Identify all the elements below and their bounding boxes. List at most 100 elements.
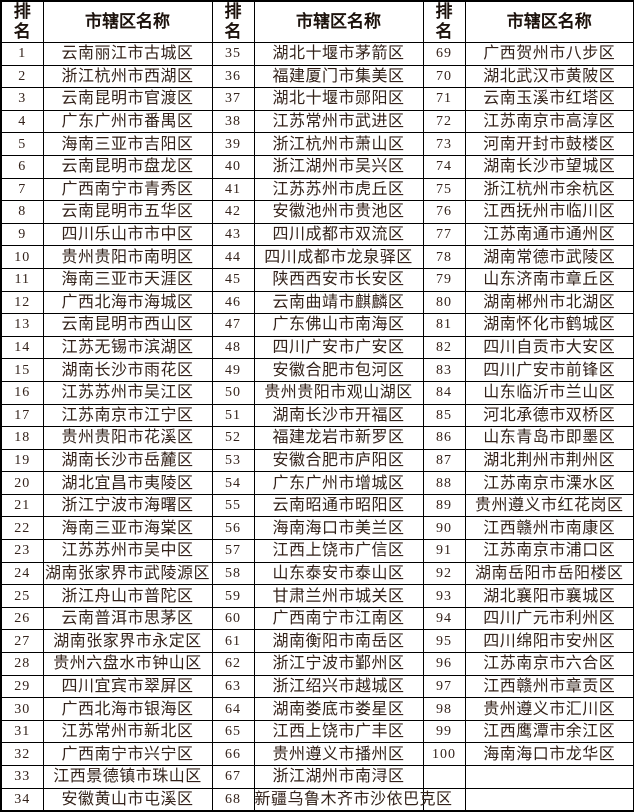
district-name-cell: 贵州贵阳市花溪区 (42, 426, 213, 450)
rank-cell: 32 (0, 742, 44, 766)
rank-cell: 22 (0, 516, 44, 541)
district-name-cell: 湖南岳阳市岳阳楼区 (464, 561, 634, 586)
table-row: 3 云南昆明市官渡区 37 湖北十堰市郧阳区 71 云南玉溪市红塔区 (0, 87, 634, 111)
rank-cell: 78 (422, 245, 466, 269)
rank-cell: 77 (422, 222, 466, 247)
district-name-cell: 湖南张家界市永定区 (42, 629, 213, 654)
rank-cell: 95 (422, 629, 466, 654)
rank-cell: 86 (422, 426, 466, 450)
rank-cell: 44 (211, 245, 255, 269)
table-row: 13 云南昆明市西山区 47 广东佛山市南海区 81 湖南怀化市鹤城区 (0, 313, 634, 337)
district-name-cell: 湖北宜昌市夷陵区 (42, 471, 213, 495)
district-name-cell: 湖南长沙市岳麓区 (42, 448, 213, 473)
rank-cell: 23 (0, 539, 44, 563)
district-name-cell: 江西赣州市南康区 (464, 516, 634, 541)
rank-cell: 60 (211, 606, 255, 631)
district-name-cell: 四川宜宾市翠屏区 (42, 674, 213, 699)
rank-cell: 61 (211, 629, 255, 654)
rank-cell: 43 (211, 222, 255, 247)
table-row: 8 云南昆明市五华区 42 安徽池州市贵池区 76 江西抚州市临川区 (0, 200, 634, 224)
rank-cell: 68 (211, 787, 255, 812)
rank-cell: 19 (0, 448, 44, 473)
district-name-cell: 江苏南京市高淳区 (464, 109, 634, 134)
district-name-cell: 四川绵阳市安州区 (464, 629, 634, 654)
table-row: 24 湖南张家界市武陵源区 58 山东泰安市泰山区 92 湖南岳阳市岳阳楼区 (0, 561, 634, 586)
rank-cell: 54 (211, 471, 255, 495)
district-name-cell: 湖北十堰市郧阳区 (253, 87, 424, 111)
rank-cell: 6 (0, 154, 44, 179)
district-name-cell: 湖南郴州市北湖区 (464, 290, 634, 315)
rank-cell: 72 (422, 109, 466, 134)
district-name-cell: 湖南怀化市鹤城区 (464, 313, 634, 337)
district-name-cell: 云南昆明市官渡区 (42, 87, 213, 111)
rank-cell: 21 (0, 493, 44, 518)
rank-cell (422, 787, 466, 812)
district-name-cell: 湖北十堰市茅箭区 (253, 42, 424, 66)
district-name-cell: 海南海口市龙华区 (464, 742, 634, 766)
rank-cell: 75 (422, 177, 466, 202)
table-row: 4 广东广州市番禺区 38 江苏常州市武进区 72 江苏南京市高淳区 (0, 109, 634, 134)
district-name-cell: 四川乐山市市中区 (42, 222, 213, 247)
rank-cell: 48 (211, 335, 255, 360)
district-name-cell: 湖南张家界市武陵源区 (42, 561, 213, 586)
table-row: 23 江苏苏州市吴中区 57 江西上饶市广信区 91 江苏南京市浦口区 (0, 539, 634, 563)
district-name-cell: 广西北海市银海区 (42, 697, 213, 721)
district-name-cell: 贵州遵义市播州区 (253, 742, 424, 766)
rank-cell: 91 (422, 539, 466, 563)
district-name-cell: 广东广州市增城区 (253, 471, 424, 495)
rank-cell: 1 (0, 42, 44, 66)
rank-cell: 30 (0, 697, 44, 721)
district-name-cell: 江西上饶市广信区 (253, 539, 424, 563)
rank-cell: 94 (422, 606, 466, 631)
rank-cell: 89 (422, 493, 466, 518)
rank-cell: 97 (422, 674, 466, 699)
district-name-cell: 福建厦门市集美区 (253, 64, 424, 89)
rank-cell: 73 (422, 132, 466, 156)
district-name-cell: 江苏无锡市滨湖区 (42, 335, 213, 360)
rank-cell: 13 (0, 313, 44, 337)
table-header: 排名 市辖区名称 排名 市辖区名称 排名 市辖区名称 (0, 0, 634, 43)
district-name-cell: 湖南衡阳市南岳区 (253, 629, 424, 654)
district-name-cell: 浙江宁波市鄞州区 (253, 652, 424, 676)
table-row: 9 四川乐山市市中区 43 四川成都市双流区 77 江苏南通市通州区 (0, 222, 634, 247)
district-name-cell: 江西上饶市广丰区 (253, 719, 424, 744)
table-row: 16 江苏苏州市吴江区 50 贵州贵阳市观山湖区 84 山东临沂市兰山区 (0, 380, 634, 405)
rank-cell: 59 (211, 584, 255, 608)
district-name-cell: 河南开封市鼓楼区 (464, 132, 634, 156)
rank-cell: 42 (211, 200, 255, 224)
rank-cell: 90 (422, 516, 466, 541)
table-row: 10 贵州贵阳市南明区 44 四川成都市龙泉驿区 78 湖南常德市武陵区 (0, 245, 634, 269)
district-name-cell: 河北承德市双桥区 (464, 403, 634, 428)
rank-cell: 2 (0, 64, 44, 89)
district-name-cell: 湖北襄阳市襄城区 (464, 584, 634, 608)
rank-cell: 38 (211, 109, 255, 134)
district-name-cell: 山东青岛市即墨区 (464, 426, 634, 450)
district-name-cell: 云南昆明市盘龙区 (42, 154, 213, 179)
rank-cell: 17 (0, 403, 44, 428)
district-name-cell: 甘肃兰州市城关区 (253, 584, 424, 608)
district-name-cell: 贵州六盘水市钟山区 (42, 652, 213, 676)
table-row: 34 安徽黄山市屯溪区 68 新疆乌鲁木齐市沙依巴克区 (0, 787, 634, 812)
table-row: 14 江苏无锡市滨湖区 48 四川广安市广安区 82 四川自贡市大安区 (0, 335, 634, 360)
district-name-cell: 云南普洱市思茅区 (42, 606, 213, 631)
table-row: 31 江苏常州市新北区 65 江西上饶市广丰区 99 江西鹰潭市余江区 (0, 719, 634, 744)
district-name-cell: 云南昆明市西山区 (42, 313, 213, 337)
table-row: 17 江苏南京市江宁区 51 湖南长沙市开福区 85 河北承德市双桥区 (0, 403, 634, 428)
district-name-cell: 广西贺州市八步区 (464, 42, 634, 66)
header-row: 排名 市辖区名称 排名 市辖区名称 排名 市辖区名称 (0, 0, 634, 43)
table-row: 18 贵州贵阳市花溪区 52 福建龙岩市新罗区 86 山东青岛市即墨区 (0, 426, 634, 450)
rank-cell: 82 (422, 335, 466, 360)
district-name-cell: 四川广安市前锋区 (464, 358, 634, 382)
district-name-cell: 安徽合肥市庐阳区 (253, 448, 424, 473)
rank-cell: 12 (0, 290, 44, 315)
district-name-cell: 江苏南京市江宁区 (42, 403, 213, 428)
district-name-cell: 广西南宁市江南区 (253, 606, 424, 631)
district-name-header-2: 市辖区名称 (253, 0, 424, 43)
table-row: 1 云南丽江市古城区 35 湖北十堰市茅箭区 69 广西贺州市八步区 (0, 42, 634, 66)
rank-cell: 85 (422, 403, 466, 428)
rank-cell: 37 (211, 87, 255, 111)
rank-cell: 96 (422, 652, 466, 676)
rank-cell: 10 (0, 245, 44, 269)
table-row: 28 贵州六盘水市钟山区 62 浙江宁波市鄞州区 96 江苏南京市六合区 (0, 652, 634, 676)
